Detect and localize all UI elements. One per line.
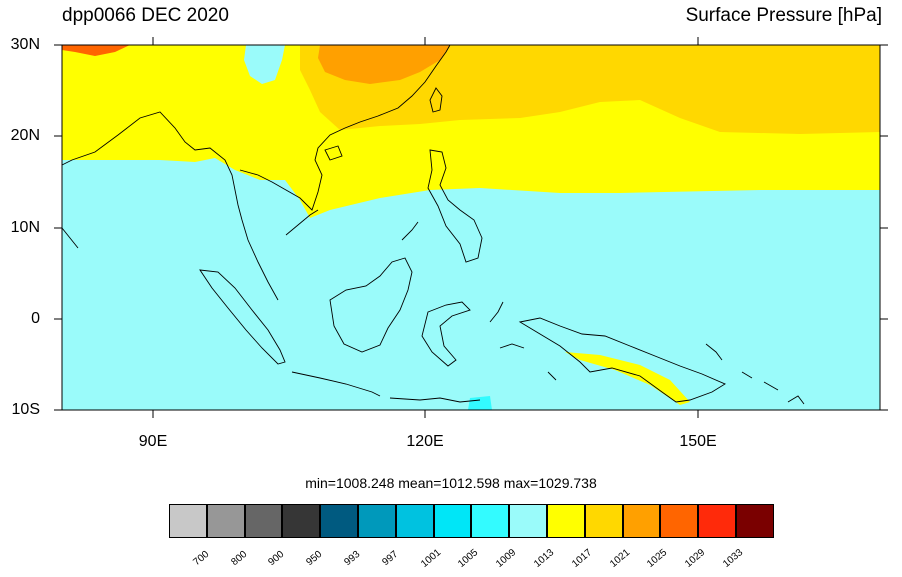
colorbar-box xyxy=(698,504,736,538)
pressure-field-low-pocket xyxy=(244,45,285,84)
coastlines xyxy=(61,44,805,405)
colorbar-box xyxy=(584,504,623,538)
colorbar-label: 1005 xyxy=(456,547,481,570)
surface-pressure-map xyxy=(54,37,888,418)
colorbar-box xyxy=(433,504,472,538)
colorbar-label: 993 xyxy=(342,548,363,569)
colorbar-label: 800 xyxy=(229,548,249,569)
lon-label-120e: 120E xyxy=(406,433,444,450)
colorbar-box xyxy=(169,504,207,538)
pressure-field-1029 xyxy=(62,45,130,56)
colorbar-label: 1033 xyxy=(721,547,746,570)
colorbar-label: 1013 xyxy=(532,547,557,570)
map-title: dpp0066 DEC 2020 xyxy=(62,5,229,26)
colorbar-box xyxy=(736,504,774,538)
axis-ticks xyxy=(54,37,888,418)
colorbar-label: 1009 xyxy=(494,547,519,570)
lon-label-90e: 90E xyxy=(138,433,168,450)
statistics-line: min=1008.248 mean=1012.598 max=1029.738 xyxy=(305,475,597,491)
colorbar-box xyxy=(509,504,547,538)
colorbar-box xyxy=(320,504,358,538)
colorbar-label: 900 xyxy=(266,548,287,569)
colorbar-label: 950 xyxy=(304,548,325,569)
colorbar-box xyxy=(471,504,510,538)
lat-label-10n: 10N xyxy=(10,219,40,236)
colorbar-box xyxy=(244,504,283,538)
colorbar-label: 1029 xyxy=(683,547,708,570)
pressure-field-1021 xyxy=(300,45,880,134)
colorbar-box xyxy=(282,504,321,538)
colorbar-label: 1021 xyxy=(607,547,632,570)
pressure-field-new-guinea xyxy=(565,352,690,405)
lat-label-10s: 10S xyxy=(11,401,40,418)
colorbar-label: 700 xyxy=(191,548,212,569)
colorbar-box xyxy=(395,504,434,538)
lon-label-150e: 150E xyxy=(679,433,717,450)
variable-title: Surface Pressure [hPa] xyxy=(685,5,882,26)
colorbar-label: 1017 xyxy=(569,547,594,570)
colorbar-box xyxy=(358,504,396,538)
colorbar-label: 997 xyxy=(380,548,401,569)
pressure-field-1025 xyxy=(318,45,450,84)
colorbar-label: 1025 xyxy=(645,547,670,570)
colorbar-box xyxy=(622,504,661,538)
pressure-field-south-speck xyxy=(468,396,492,410)
lat-label-30n: 30N xyxy=(10,36,40,53)
lat-label-0: 0 xyxy=(31,310,40,327)
colorbar-box xyxy=(660,504,699,538)
colorbar-box xyxy=(206,504,245,538)
lat-label-20n: 20N xyxy=(10,127,40,144)
colorbar-box xyxy=(547,504,585,538)
colorbar-label: 1001 xyxy=(418,547,443,570)
